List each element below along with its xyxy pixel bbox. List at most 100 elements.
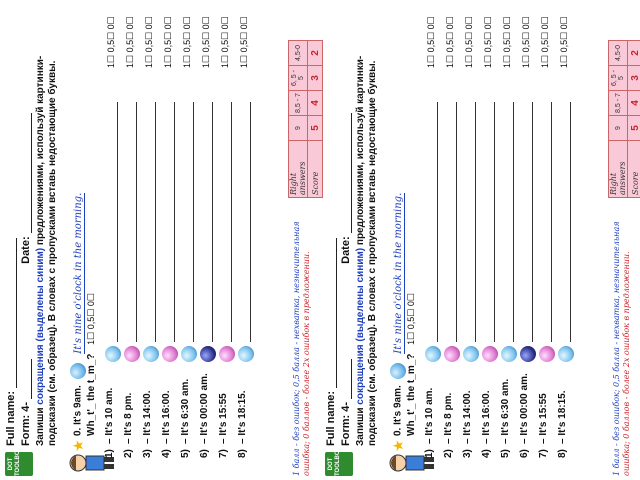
answer-line[interactable]: [475, 102, 476, 342]
row-text: – It's 6:30 am.: [500, 378, 511, 444]
answer-row[interactable]: 4) – It's 16:00. 1☐ 0,5☐ 0☐: [161, 8, 180, 458]
form-line[interactable]: [341, 358, 352, 399]
score-checkboxes[interactable]: 1☐ 0,5☐ 0☐: [426, 16, 436, 68]
answer-line[interactable]: [174, 102, 175, 342]
answer-line[interactable]: [532, 102, 533, 342]
date-label: Date:: [20, 236, 32, 264]
answer-row[interactable]: 6) – It's 00:00 am. 1☐ 0,5☐ 0☐: [519, 8, 538, 458]
score-checkboxes[interactable]: 1☐ 0,5☐ 0☐: [163, 16, 173, 68]
night-picture-icon: [200, 346, 216, 362]
grading-note-red: ошибка; 0 баллов - более 2х ошибок в пре…: [622, 251, 631, 476]
form-date-row: Form: 4- Date:: [340, 113, 352, 446]
score-checkboxes[interactable]: 1☐ 0,5☐ 0☐: [483, 16, 493, 68]
date-line[interactable]: [341, 113, 352, 234]
score-label: Score: [627, 140, 640, 198]
evening-picture-icon: [238, 346, 254, 362]
instruction-highlight: сокращения (выделены синим): [355, 247, 366, 405]
answer-line[interactable]: [136, 102, 137, 342]
answer-line[interactable]: [155, 102, 156, 342]
answer-row[interactable]: 4) – It's 16:00. 1☐ 0,5☐ 0☐: [481, 8, 500, 458]
score-checkboxes[interactable]: 1☐ 0,5☐ 0☐: [201, 16, 211, 68]
row-number: 2): [123, 449, 134, 458]
score-checkboxes[interactable]: 1☐ 0,5☐ 0☐: [464, 16, 474, 68]
row-text: – It's 8 pm.: [123, 392, 134, 444]
score-checkboxes[interactable]: 1☐ 0,5☐ 0☐: [239, 16, 249, 68]
afternoon-picture-icon: [482, 346, 498, 362]
answer-line[interactable]: [437, 102, 438, 342]
row-text: – It's 18:15.: [557, 390, 568, 444]
answer-row[interactable]: 3) – It's 14:00. 1☐ 0,5☐ 0☐: [462, 8, 481, 458]
example-row: 0. It's 9am. It's nine o'clock in the mo…: [70, 192, 86, 436]
form-date-row: Form: 4- Date:: [20, 113, 32, 446]
answer-rows: 1) – It's 10 am. 1☐ 0,5☐ 0☐ 2) – It's 8 pm…: [104, 8, 256, 458]
answer-rows: 1) – It's 10 am. 1☐ 0,5☐ 0☐ 2) – It's 8 pm…: [424, 8, 576, 458]
answer-line[interactable]: [456, 102, 457, 342]
question-score-options[interactable]: 1☐ 0,5☐ 0☐: [406, 293, 416, 345]
row-number: 6): [519, 449, 530, 458]
answer-row[interactable]: 3) – It's 14:00. 1☐ 0,5☐ 0☐: [142, 8, 161, 458]
clock-picture-icon: [219, 346, 235, 362]
score-checkboxes[interactable]: 1☐ 0,5☐ 0☐: [144, 16, 154, 68]
row-text: – It's 16:00.: [481, 390, 492, 444]
answer-row[interactable]: 7) – It's 15:55 1☐ 0,5☐ 0☐: [538, 8, 557, 458]
answer-line[interactable]: [212, 102, 213, 342]
form-line[interactable]: [21, 358, 32, 399]
answer-line[interactable]: [193, 102, 194, 342]
answer-row[interactable]: 6) – It's 00:00 am. 1☐ 0,5☐ 0☐: [199, 8, 218, 458]
answer-row[interactable]: 1) – It's 10 am. 1☐ 0,5☐ 0☐: [104, 8, 123, 458]
answer-line[interactable]: [551, 102, 552, 342]
score-checkboxes[interactable]: 1☐ 0,5☐ 0☐: [540, 16, 550, 68]
full-name-field[interactable]: Full name:: [5, 237, 17, 446]
answer-line[interactable]: [231, 102, 232, 342]
full-name-field[interactable]: Full name:: [325, 237, 337, 446]
score-checkboxes[interactable]: 1☐ 0,5☐ 0☐: [220, 16, 230, 68]
instructions: Запиши сокращения (выделены синим) предл…: [355, 16, 379, 446]
answer-row[interactable]: 2) – It's 8 pm. 1☐ 0,5☐ 0☐: [443, 8, 462, 458]
answer-line[interactable]: [570, 102, 571, 342]
score-checkboxes[interactable]: 1☐ 0,5☐ 0☐: [445, 16, 455, 68]
score-checkboxes[interactable]: 1☐ 0,5☐ 0☐: [182, 16, 192, 68]
row-number: 8): [237, 449, 248, 458]
answers-cell: 6, 5 - 5: [608, 65, 628, 91]
answers-cell: 4,5-0: [608, 40, 628, 66]
score-checkboxes[interactable]: 1☐ 0,5☐ 0☐: [559, 16, 569, 68]
answer-row[interactable]: 8) – It's 18:15. 1☐ 0,5☐ 0☐: [557, 8, 576, 458]
answer-line[interactable]: [250, 102, 251, 342]
score-checkboxes[interactable]: 1☐ 0,5☐ 0☐: [521, 16, 531, 68]
full-name-line[interactable]: [6, 237, 17, 388]
answer-row[interactable]: 8) – It's 18:15. 1☐ 0,5☐ 0☐: [237, 8, 256, 458]
row-text: – It's 15:55: [218, 393, 229, 444]
row-text: – It's 10 am.: [104, 387, 115, 444]
grading-note: 1 балл - без ошибок; 0,5 балла - нехватк…: [612, 216, 632, 476]
score-table: Right answers 9 8,5 - 7 6, 5 - 5 4,5-0 S…: [608, 40, 640, 198]
answer-row[interactable]: 5) – It's 6:30 am. 1☐ 0,5☐ 0☐: [500, 8, 519, 458]
clock-picture-icon: [70, 363, 86, 380]
form-label: Form: 4-: [340, 402, 352, 446]
question-row[interactable]: Wh_t'_ the t_m_? 1☐ 0,5☐ 0☐: [406, 293, 417, 436]
score-table: Right answers 9 8,5 - 7 6, 5 - 5 4,5-0 S…: [288, 40, 323, 198]
score-cell: 2: [627, 40, 640, 66]
score-checkboxes[interactable]: 1☐ 0,5☐ 0☐: [125, 16, 135, 68]
answer-row[interactable]: 5) – It's 6:30 am. 1☐ 0,5☐ 0☐: [180, 8, 199, 458]
answer-line[interactable]: [117, 102, 118, 342]
score-checkboxes[interactable]: 1☐ 0,5☐ 0☐: [106, 16, 116, 68]
answer-row[interactable]: 7) – It's 15:55 1☐ 0,5☐ 0☐: [218, 8, 237, 458]
instruction-highlight: сокращения (выделены синим): [35, 247, 46, 405]
score-cell: 3: [627, 65, 640, 91]
score-cell: 4: [627, 90, 640, 116]
night-picture-icon: [520, 346, 536, 362]
answer-row[interactable]: 2) – It's 8 pm. 1☐ 0,5☐ 0☐: [123, 8, 142, 458]
question-score-options[interactable]: 1☐ 0,5☐ 0☐: [86, 293, 96, 345]
grading-note-red: ошибка; 0 баллов - более 2х ошибок в пре…: [302, 251, 311, 476]
answer-line[interactable]: [513, 102, 514, 342]
row-text: – It's 10 am.: [424, 387, 435, 444]
row-number: 3): [462, 449, 473, 458]
sun-picture-icon: [463, 346, 479, 362]
full-name-line[interactable]: [326, 237, 337, 388]
question-row[interactable]: Wh_t'_ the t_m_? 1☐ 0,5☐ 0☐: [86, 293, 97, 436]
answer-line[interactable]: [494, 102, 495, 342]
answer-row[interactable]: 1) – It's 10 am. 1☐ 0,5☐ 0☐: [424, 8, 443, 458]
score-checkboxes[interactable]: 1☐ 0,5☐ 0☐: [502, 16, 512, 68]
date-line[interactable]: [21, 113, 32, 234]
afternoon-picture-icon: [162, 346, 178, 362]
